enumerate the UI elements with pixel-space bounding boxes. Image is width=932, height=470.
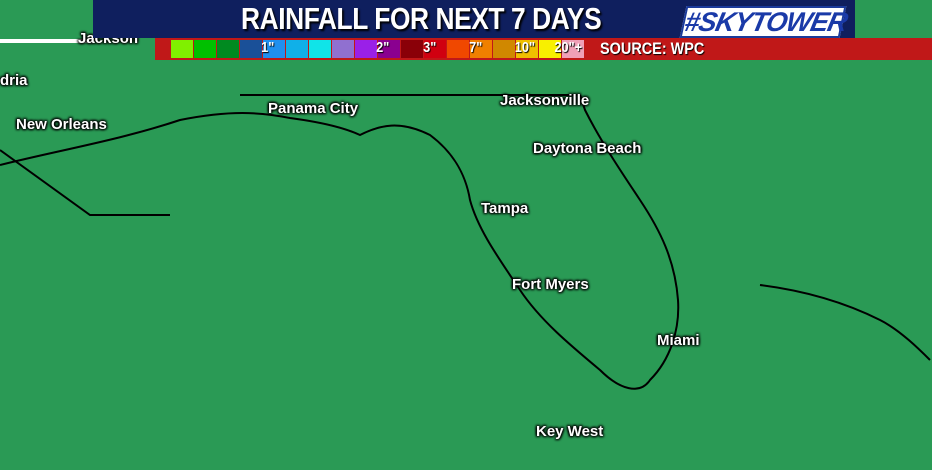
legend-swatch bbox=[424, 40, 446, 58]
page-title: RAINFALL FOR NEXT 7 DAYS bbox=[241, 1, 602, 36]
legend-swatch bbox=[447, 40, 469, 58]
coastline bbox=[0, 94, 931, 390]
city-label: Panama City bbox=[268, 100, 359, 117]
legend-swatch bbox=[355, 40, 377, 58]
city-label: Jacksonville bbox=[500, 92, 590, 109]
legend-swatches bbox=[171, 40, 585, 58]
legend-swatch bbox=[217, 40, 239, 58]
legend-swatch bbox=[263, 40, 285, 58]
city-label: Miami bbox=[657, 332, 700, 349]
city-label: Key West bbox=[536, 423, 604, 440]
source-label: SOURCE: WPC bbox=[600, 39, 705, 58]
legend-swatch bbox=[240, 40, 262, 58]
legend-label: 1" bbox=[261, 39, 275, 56]
legend-swatch bbox=[470, 40, 492, 58]
legend-swatch bbox=[539, 40, 561, 58]
legend-swatch bbox=[286, 40, 308, 58]
city-label: Daytona Beach bbox=[533, 140, 642, 157]
legend-swatch bbox=[171, 40, 193, 58]
legend-swatch bbox=[562, 40, 584, 58]
legend-label: 2" bbox=[376, 39, 390, 56]
legend-swatch bbox=[493, 40, 515, 58]
legend-swatch bbox=[516, 40, 538, 58]
legend-label: 10" bbox=[514, 39, 536, 56]
city-label: Tampa bbox=[481, 200, 529, 217]
rainfall-legend: 1" 2" 3" 7" 10" 20"+ SOURCE: WPC bbox=[155, 38, 932, 60]
city-label: dria bbox=[0, 72, 28, 89]
legend-label: 20"+ bbox=[554, 39, 583, 56]
legend-swatch bbox=[194, 40, 216, 58]
legend-swatch bbox=[309, 40, 331, 58]
legend-label: 7" bbox=[469, 39, 483, 56]
divider-line bbox=[0, 39, 93, 43]
brand-text: #SKYTOWER bbox=[681, 7, 850, 37]
city-label: Fort Myers bbox=[512, 276, 589, 293]
legend-swatch bbox=[401, 40, 423, 58]
legend-swatch bbox=[378, 40, 400, 58]
legend-label: 3" bbox=[423, 39, 437, 56]
title-bar: RAINFALL FOR NEXT 7 DAYS #SKYTOWER bbox=[93, 0, 855, 38]
brand-logo: #SKYTOWER bbox=[679, 6, 850, 38]
legend-swatch bbox=[332, 40, 354, 58]
city-label: New Orleans bbox=[16, 116, 107, 133]
